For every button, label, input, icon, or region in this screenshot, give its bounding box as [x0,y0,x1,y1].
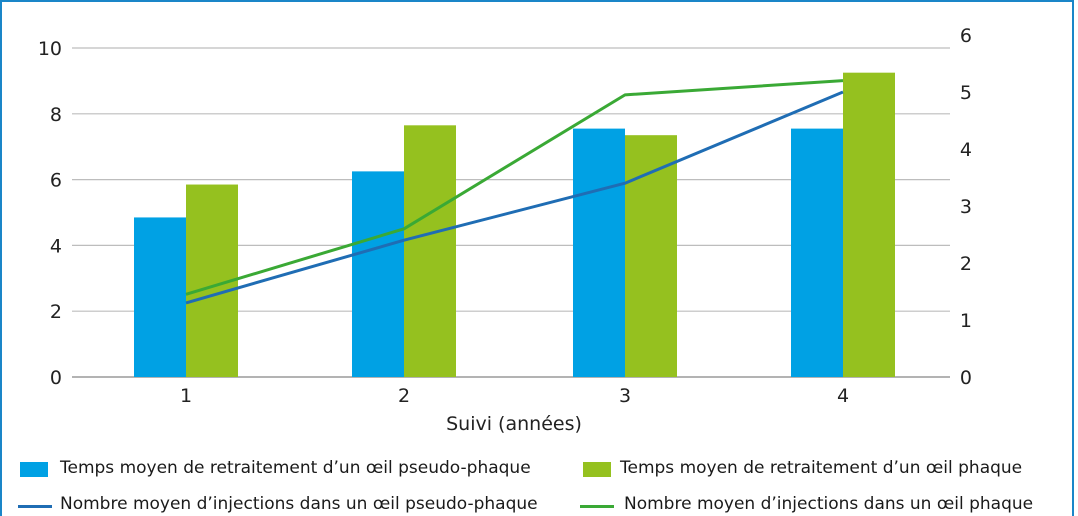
legend-label-bar-2: Temps moyen de retraitement d’un œil pha… [620,458,1023,478]
y-right-tick-label: 4 [960,139,972,161]
legend-swatch-line-1 [18,505,52,508]
legend-swatch-bar-1 [20,462,48,477]
bar-1 [352,171,404,377]
legend-swatch-bar-2 [583,462,611,477]
bar-1 [791,128,843,377]
y-right-tick-label: 6 [960,25,972,47]
x-tick-label: 2 [398,385,410,407]
bar-2 [843,72,895,378]
y-left-tick-label: 8 [50,104,62,126]
bar-2 [625,135,677,377]
bar-2 [404,125,456,377]
y-right-tick-label: 5 [960,82,972,104]
lines [185,79,844,305]
y-right-tick-label: 2 [960,253,972,275]
y-left-tick-label: 2 [50,301,62,323]
x-tick-label: 1 [180,385,192,407]
x-axis-label: Suivi (années) [446,413,582,435]
y-right-tick-label: 1 [960,310,972,332]
y-left-tick-label: 6 [50,170,62,192]
bars [134,72,895,378]
y-right-tick-label: 3 [960,196,972,218]
chart: 0 2 4 6 8 10 0 1 2 3 4 5 6 1 2 3 4 Suivi (années) [38,25,972,435]
bar-1 [134,217,186,377]
legend-label-bar-1: Temps moyen de retraitement d’un œil pse… [60,458,531,478]
y-left-tick-label: 10 [38,38,62,60]
legend-label-line-1: Nombre moyen d’injections dans un œil ps… [60,494,538,514]
x-tick-label: 4 [837,385,849,407]
bar-1 [573,128,625,377]
y-left-tick-label: 4 [50,235,62,257]
ticks: 0 2 4 6 8 10 0 1 2 3 4 5 6 1 2 3 4 [38,25,972,407]
y-right-tick-label: 0 [960,367,972,389]
series-line-2 [185,79,844,296]
series-line-1 [185,90,844,305]
y-left-tick-label: 0 [50,367,62,389]
legend-label-line-2: Nombre moyen d’injections dans un œil ph… [624,494,1034,514]
x-tick-label: 3 [619,385,631,407]
legend-swatch-line-2 [580,505,614,508]
